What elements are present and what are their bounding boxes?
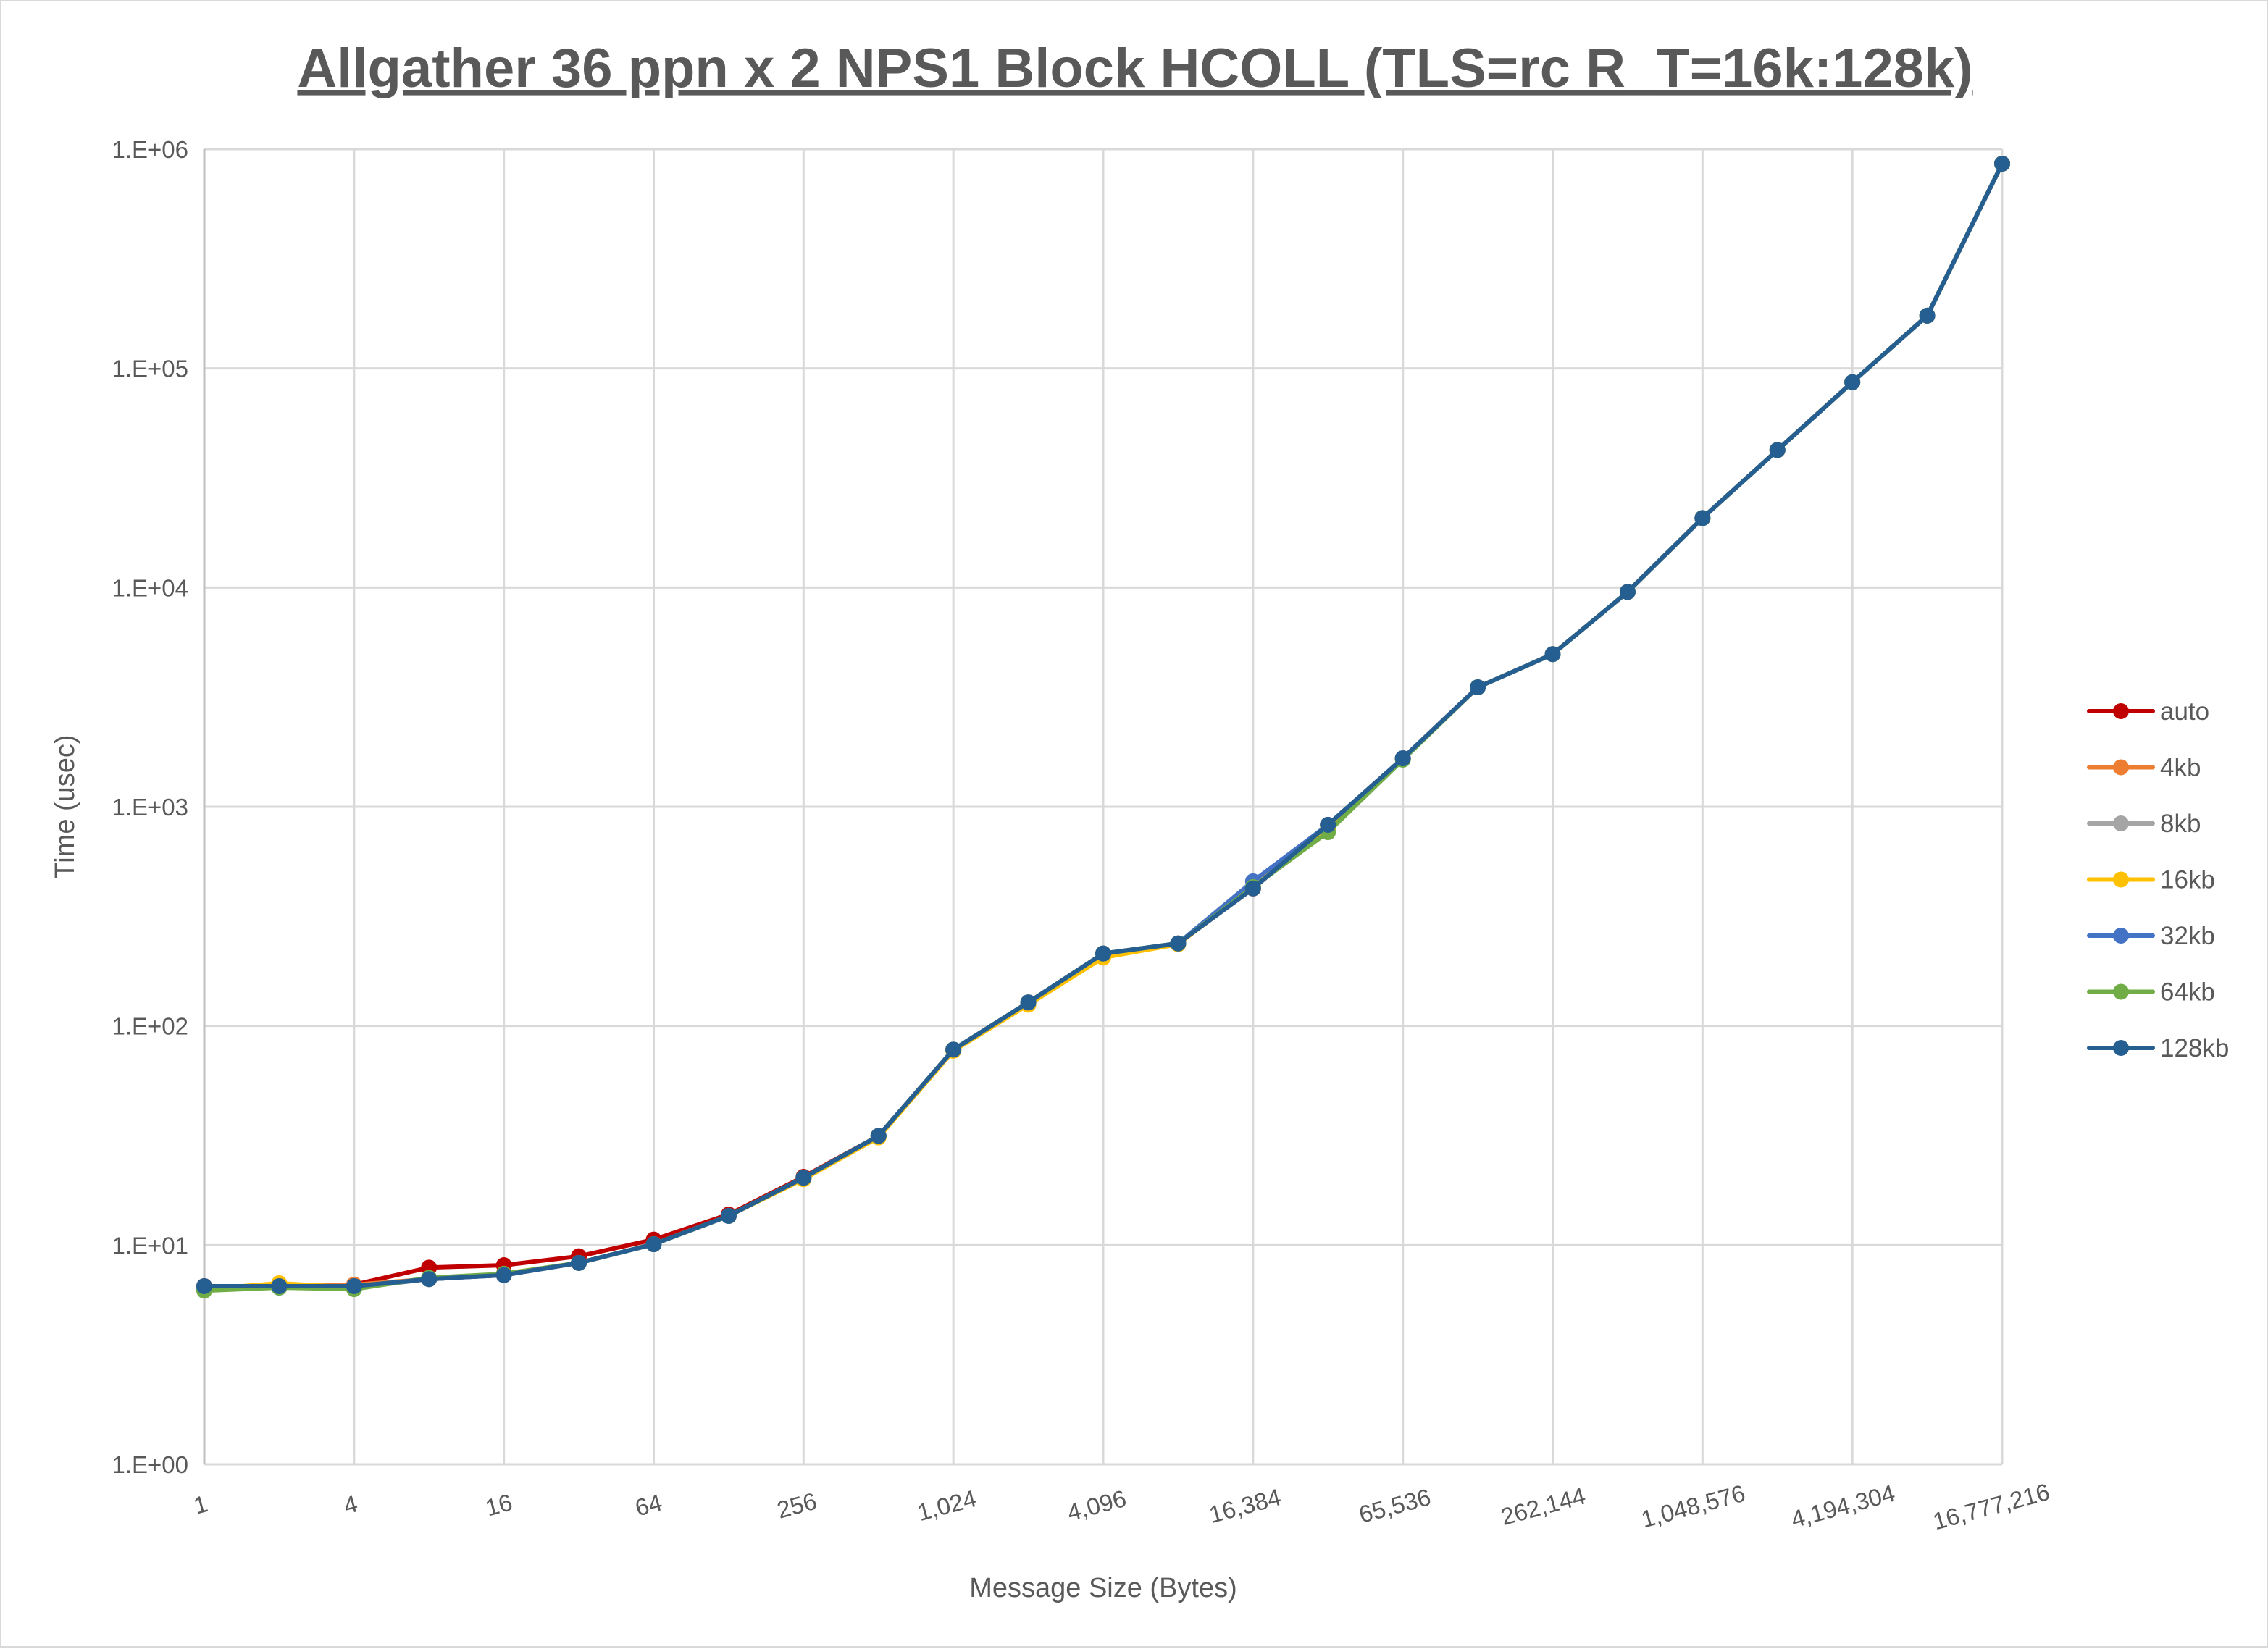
data-point: [1020, 994, 1037, 1011]
legend-item-128kb: 128kb: [2087, 1034, 2229, 1062]
x-tick-label: 1,024: [914, 1485, 979, 1526]
data-point: [421, 1271, 438, 1288]
data-point: [571, 1254, 587, 1271]
legend-label: 64kb: [2160, 978, 2215, 1007]
data-point: [1320, 816, 1336, 833]
data-point: [945, 1041, 962, 1058]
x-tick-label: 262,144: [1498, 1482, 1589, 1530]
y-axis-label: Time (usec): [50, 734, 80, 878]
legend-label: 4kb: [2160, 754, 2201, 782]
legend-label: 32kb: [2160, 922, 2215, 950]
data-point: [870, 1128, 887, 1144]
legend-item-16kb: 16kb: [2087, 866, 2215, 894]
x-axis-ticks: 1 4 16 64 256 1,024 4,096 16,384 65,536 262,144 1,…: [191, 1478, 2052, 1535]
legend-marker: [2113, 759, 2129, 776]
data-point: [1769, 442, 1786, 458]
data-point: [795, 1170, 812, 1186]
data-point: [720, 1207, 737, 1224]
data-point: [495, 1267, 512, 1283]
legend-marker: [2113, 871, 2129, 888]
chart-title: Allgather 36 ppn x 2 NPS1 Block HCOLL (T…: [297, 38, 1972, 99]
legend-label: 128kb: [2160, 1034, 2229, 1062]
data-point: [1170, 935, 1187, 952]
legend-marker: [2113, 928, 2129, 944]
y-tick-label: 1.E+04: [112, 574, 188, 601]
series-128kb: [196, 155, 2010, 1294]
data-point: [1244, 880, 1261, 897]
y-tick-label: 1.E+00: [112, 1451, 188, 1478]
series-group: [196, 155, 2010, 1299]
data-point: [1394, 750, 1411, 767]
data-point: [1994, 155, 2010, 172]
x-axis-label: Message Size (Bytes): [969, 1573, 1237, 1603]
y-tick-label: 1.E+06: [112, 136, 188, 163]
data-point: [1470, 679, 1486, 696]
x-tick-label: 1,048,576: [1639, 1480, 1748, 1533]
y-tick-label: 1.E+03: [112, 794, 188, 821]
data-point: [1544, 646, 1561, 663]
y-tick-label: 1.E+01: [112, 1232, 188, 1259]
legend-item-64kb: 64kb: [2087, 978, 2215, 1007]
legend-marker: [2113, 815, 2129, 831]
x-tick-label: 4,194,304: [1788, 1480, 1897, 1533]
y-axis-ticks: 1.E+00 1.E+01 1.E+02 1.E+03 1.E+04 1.E+05 1.E+…: [112, 136, 188, 1478]
x-tick-label: 65,536: [1356, 1483, 1434, 1528]
x-tick-label: 256: [774, 1488, 820, 1524]
legend-marker: [2113, 703, 2129, 719]
legend-item-4kb: 4kb: [2087, 754, 2201, 782]
x-tick-label: 4: [340, 1490, 360, 1519]
data-point: [1919, 307, 1936, 324]
gridlines: [203, 148, 2004, 1466]
data-point: [271, 1277, 288, 1294]
legend-label: 8kb: [2160, 810, 2201, 838]
data-point: [346, 1277, 362, 1294]
data-point: [1095, 945, 1111, 962]
data-point: [645, 1236, 662, 1253]
legend-label: 16kb: [2160, 866, 2215, 894]
x-tick-label: 16,384: [1206, 1483, 1284, 1528]
legend-item-auto: auto: [2087, 697, 2209, 726]
legend: auto 4kb 8kb 16kb 32kb 64kb 128kb: [2087, 697, 2229, 1062]
data-point: [196, 1277, 212, 1294]
y-tick-label: 1.E+02: [112, 1013, 188, 1040]
x-tick-label: 16,777,216: [1930, 1478, 2052, 1535]
legend-item-32kb: 32kb: [2087, 922, 2215, 950]
data-point: [1844, 374, 1861, 390]
legend-marker: [2113, 1040, 2129, 1056]
x-tick-label: 16: [482, 1488, 515, 1521]
data-point: [1619, 584, 1636, 600]
legend-marker: [2113, 983, 2129, 1000]
legend-label: auto: [2160, 697, 2209, 726]
x-tick-label: 4,096: [1064, 1485, 1129, 1526]
legend-item-8kb: 8kb: [2087, 810, 2201, 838]
data-point: [1694, 510, 1711, 526]
x-tick-label: 1: [191, 1490, 210, 1519]
y-tick-label: 1.E+05: [112, 356, 188, 382]
x-tick-label: 64: [632, 1488, 665, 1521]
